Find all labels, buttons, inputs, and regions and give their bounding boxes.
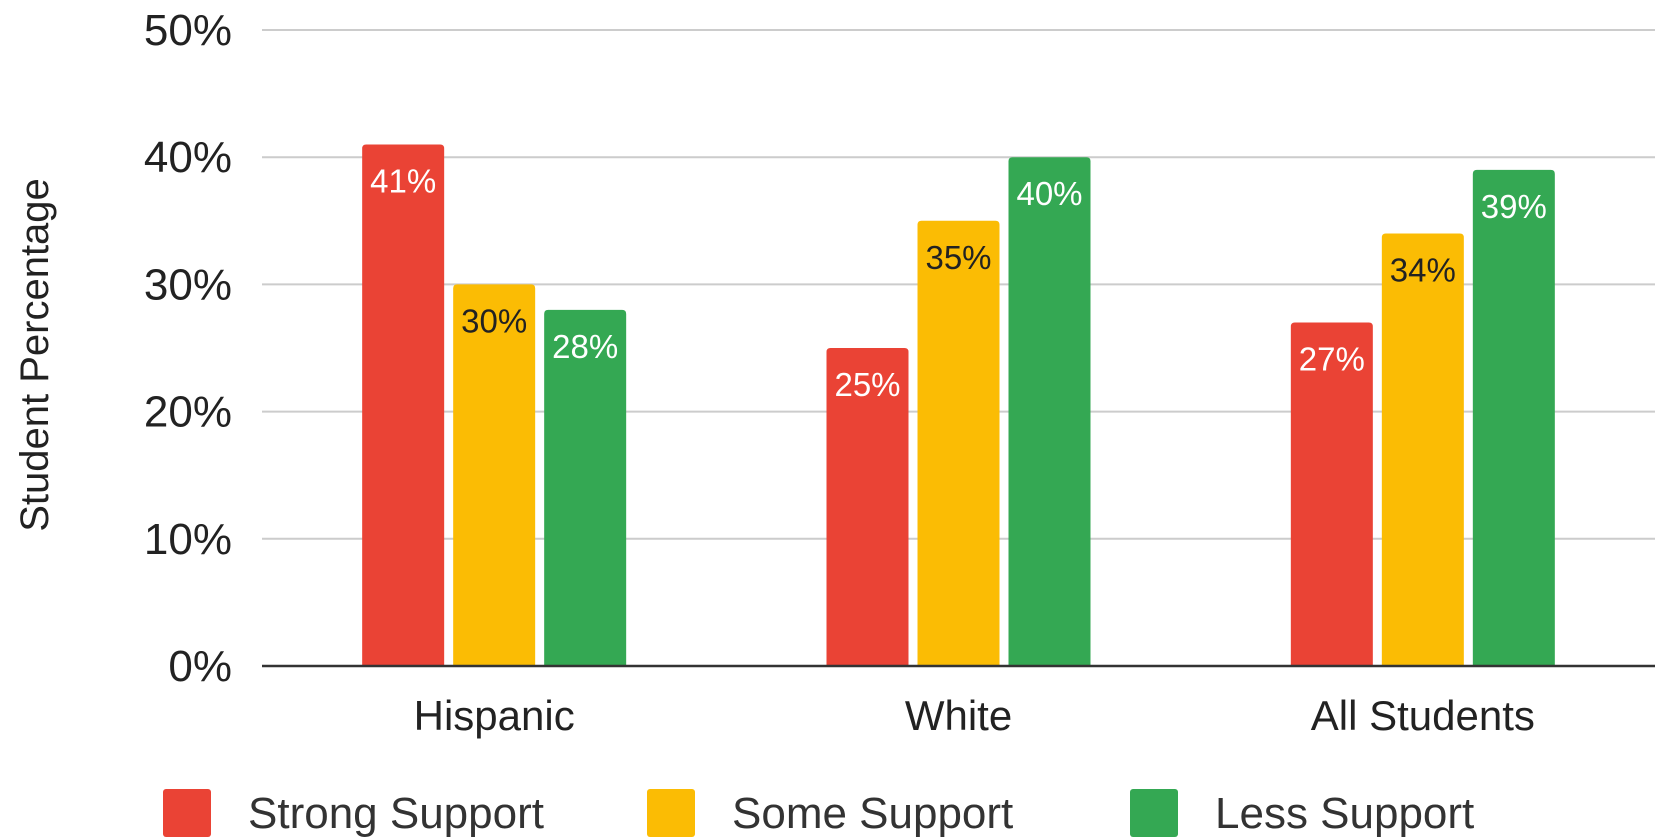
bar-strong-support-hispanic xyxy=(362,144,445,667)
bar-some-support-all-students xyxy=(1381,233,1464,666)
x-category-label-hispanic: Hispanic xyxy=(414,692,575,739)
data-label-strong-support-white: 25% xyxy=(834,366,900,403)
data-label-some-support-hispanic: 30% xyxy=(461,302,527,339)
data-labels: 41% 30% 28% 25% 35% 40% 27% 34% 39% xyxy=(370,162,1547,403)
data-label-strong-support-all-students: 27% xyxy=(1299,341,1365,378)
x-axis-categories: Hispanic White All Students xyxy=(414,692,1535,739)
legend-swatch-strong-support xyxy=(163,789,211,837)
bar-some-support-hispanic xyxy=(453,284,536,666)
data-label-less-support-all-students: 39% xyxy=(1481,188,1547,225)
bar-less-support-all-students xyxy=(1472,169,1555,667)
legend-swatch-less-support xyxy=(1130,789,1178,837)
y-axis-ticks: 0% 10% 20% 30% 40% 50% xyxy=(144,6,232,691)
legend: Strong Support Some Support Less Support xyxy=(163,789,1474,838)
bar-strong-support-white xyxy=(826,348,909,666)
y-axis-label: Student Percentage xyxy=(13,178,57,532)
y-tick-label-0: 0% xyxy=(168,642,232,691)
x-category-label-white: White xyxy=(905,692,1012,739)
y-tick-label-3: 30% xyxy=(144,260,232,309)
bars xyxy=(362,144,1555,667)
data-label-less-support-hispanic: 28% xyxy=(552,328,618,365)
data-label-strong-support-hispanic: 41% xyxy=(370,162,436,199)
bar-strong-support-all-students xyxy=(1290,322,1373,666)
bar-less-support-white xyxy=(1008,157,1091,666)
data-label-less-support-white: 40% xyxy=(1016,175,1082,212)
legend-swatch-some-support xyxy=(647,789,695,837)
legend-label-some-support: Some Support xyxy=(732,789,1013,838)
data-label-some-support-all-students: 34% xyxy=(1390,252,1456,289)
y-tick-label-5: 50% xyxy=(144,6,232,55)
y-tick-label-1: 10% xyxy=(144,515,232,564)
legend-label-less-support: Less Support xyxy=(1215,789,1474,838)
data-label-some-support-white: 35% xyxy=(925,239,991,276)
legend-label-strong-support: Strong Support xyxy=(248,789,544,838)
x-category-label-all-students: All Students xyxy=(1311,692,1535,739)
bar-less-support-hispanic xyxy=(544,309,627,666)
bar-some-support-white xyxy=(917,220,1000,667)
y-tick-label-4: 40% xyxy=(144,133,232,182)
y-tick-label-2: 20% xyxy=(144,388,232,437)
